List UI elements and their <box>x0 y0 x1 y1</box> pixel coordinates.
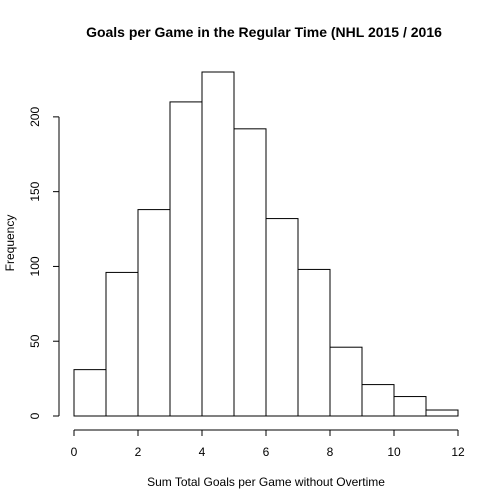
x-tick-label: 2 <box>135 445 142 459</box>
y-axis-label: Frequency <box>3 215 17 272</box>
x-tick-label: 8 <box>327 445 334 459</box>
x-tick-label: 12 <box>451 445 465 459</box>
histogram-bar <box>201 71 235 417</box>
histogram-bar <box>73 369 107 417</box>
histogram-bar <box>105 271 139 417</box>
y-tick-label: 50 <box>28 334 42 348</box>
histogram-bar <box>329 346 363 417</box>
x-axis: 0 2 4 6 8 10 12 <box>71 429 465 459</box>
y-axis: 0 50 100 150 200 <box>28 107 60 419</box>
chart-title: Goals per Game in the Regular Time (NHL … <box>86 24 442 40</box>
x-tick-label: 4 <box>199 445 206 459</box>
y-tick-label: 150 <box>28 181 42 201</box>
histogram-bar <box>137 209 171 417</box>
histogram-bar <box>361 384 395 417</box>
x-tick-label: 0 <box>71 445 78 459</box>
histogram-bar <box>233 128 267 417</box>
x-tick-label: 10 <box>387 445 401 459</box>
x-tick-label: 6 <box>263 445 270 459</box>
histogram-bar <box>169 101 203 417</box>
y-tick-label: 100 <box>28 256 42 276</box>
y-tick-label: 0 <box>28 412 42 419</box>
x-axis-label: Sum Total Goals per Game without Overtim… <box>147 475 385 489</box>
histogram-bar <box>425 409 459 417</box>
histogram-bar <box>393 396 427 417</box>
y-tick-label: 200 <box>28 107 42 127</box>
histogram-bar <box>297 268 331 417</box>
histogram-bar <box>265 218 299 417</box>
bars-group <box>73 71 459 417</box>
